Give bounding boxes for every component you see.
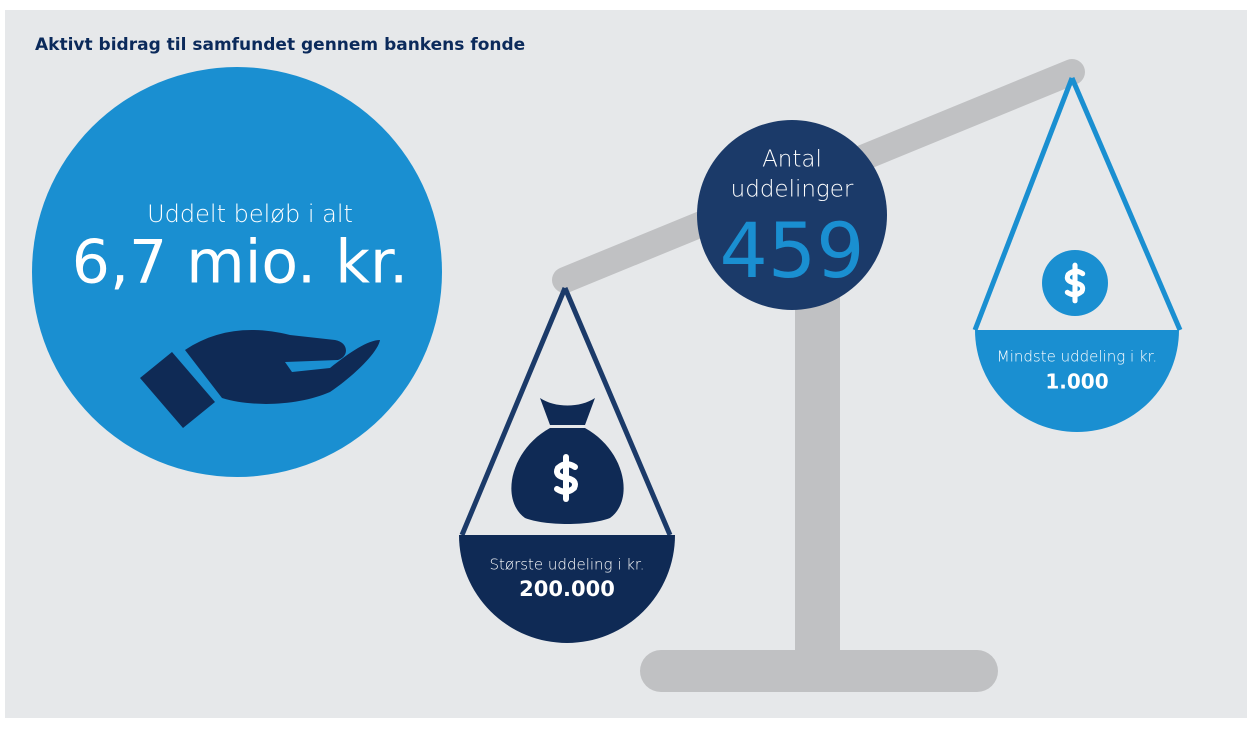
right-strings — [972, 77, 1183, 331]
right-pan — [975, 330, 1179, 432]
largest-value: 200.000 — [519, 577, 615, 601]
bag-top — [540, 398, 595, 425]
count-label-line1: Antal — [762, 147, 822, 173]
string — [972, 77, 1075, 331]
count-label-line2: uddelinger — [731, 177, 854, 203]
left-strings — [459, 287, 673, 536]
count-value: 459 — [719, 206, 864, 295]
hand-cuff — [140, 352, 215, 428]
total-value: 6,7 mio. kr. — [72, 228, 408, 298]
hand-icon — [140, 330, 380, 428]
largest-label: Største uddeling i kr. — [489, 556, 644, 574]
count-circle — [697, 120, 887, 310]
string — [459, 287, 568, 536]
scale-base — [640, 650, 998, 692]
string — [562, 287, 673, 536]
money-bag-icon — [511, 398, 624, 524]
scale-stand — [795, 290, 840, 665]
title: Aktivt bidrag til samfundet gennem banke… — [35, 35, 525, 55]
dollar-sign — [1064, 262, 1086, 304]
left-pan — [459, 535, 675, 643]
smallest-value: 1.000 — [1045, 370, 1108, 394]
hand-palm — [185, 330, 380, 404]
dollar-sign — [554, 454, 578, 502]
string — [1069, 77, 1183, 331]
smallest-label: Mindste uddeling i kr. — [997, 348, 1157, 366]
total-label: Uddelt beløb i alt — [147, 200, 353, 228]
